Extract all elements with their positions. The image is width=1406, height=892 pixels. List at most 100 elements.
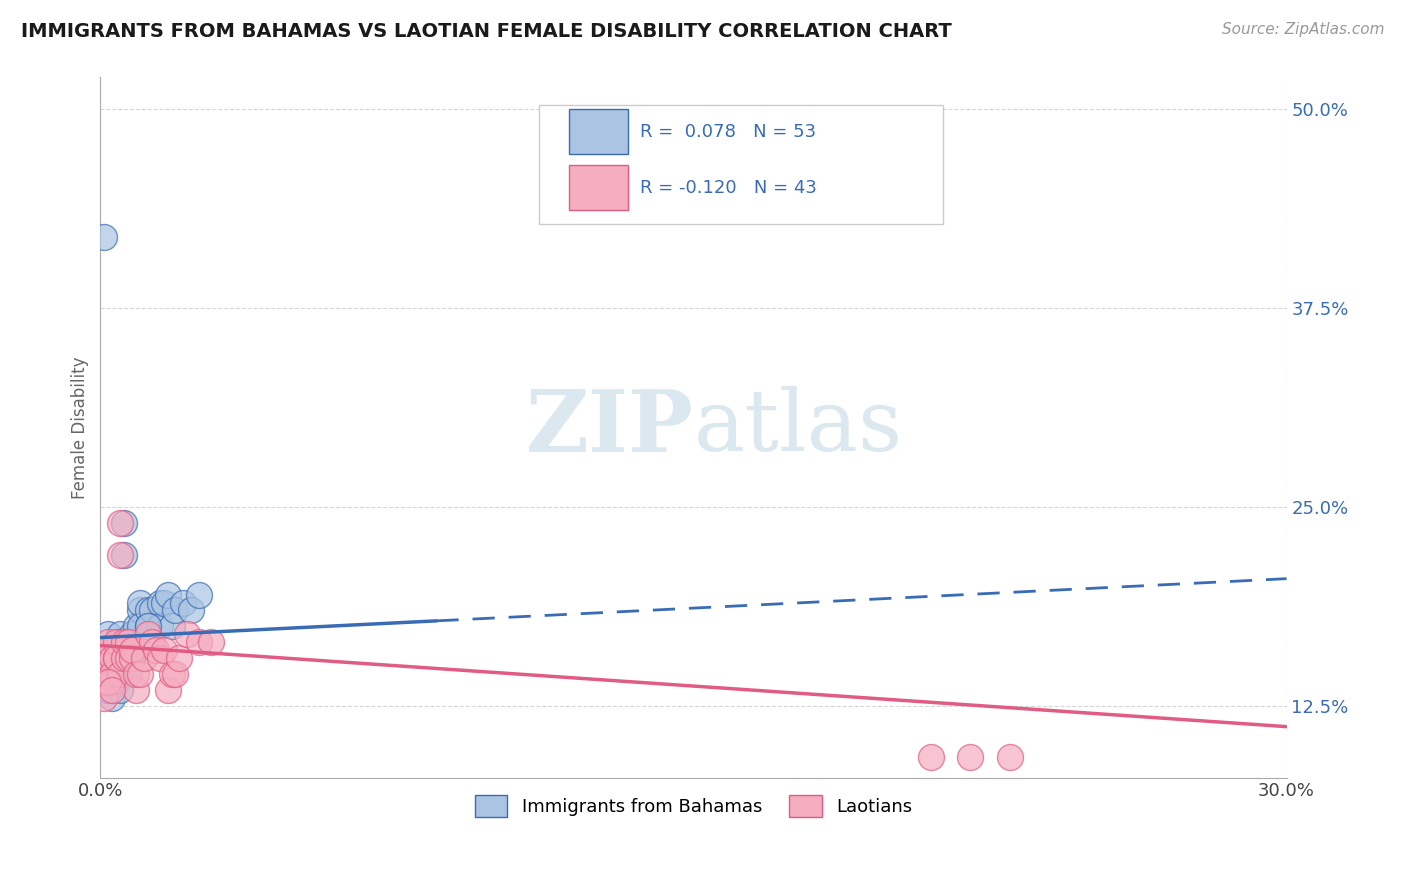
- Point: [108, 548, 131, 562]
- Text: R =  0.078   N = 53: R = 0.078 N = 53: [640, 123, 817, 141]
- Point: [112, 651, 135, 665]
- FancyBboxPatch shape: [569, 165, 628, 211]
- Point: [136, 603, 159, 617]
- Point: [101, 667, 124, 681]
- Point: [176, 627, 198, 641]
- Point: [97, 675, 120, 690]
- Point: [105, 675, 128, 690]
- Point: [101, 691, 124, 706]
- Point: [101, 683, 124, 698]
- Point: [125, 619, 148, 633]
- Point: [121, 651, 143, 665]
- Point: [105, 651, 128, 665]
- Point: [180, 603, 202, 617]
- Text: IMMIGRANTS FROM BAHAMAS VS LAOTIAN FEMALE DISABILITY CORRELATION CHART: IMMIGRANTS FROM BAHAMAS VS LAOTIAN FEMAL…: [21, 22, 952, 41]
- Point: [156, 683, 179, 698]
- Point: [93, 675, 115, 690]
- Point: [132, 651, 155, 665]
- Point: [117, 651, 139, 665]
- Text: atlas: atlas: [693, 386, 903, 469]
- Point: [105, 635, 128, 649]
- Point: [97, 683, 120, 698]
- Point: [136, 627, 159, 641]
- Point: [97, 651, 120, 665]
- Point: [136, 619, 159, 633]
- Point: [101, 659, 124, 673]
- Point: [165, 603, 187, 617]
- Point: [105, 643, 128, 657]
- Point: [108, 667, 131, 681]
- Point: [141, 603, 163, 617]
- FancyBboxPatch shape: [540, 105, 942, 225]
- Point: [101, 675, 124, 690]
- Point: [149, 651, 172, 665]
- Point: [121, 635, 143, 649]
- Point: [97, 627, 120, 641]
- Point: [117, 635, 139, 649]
- Point: [125, 683, 148, 698]
- Point: [121, 643, 143, 657]
- Point: [128, 595, 150, 609]
- Point: [101, 667, 124, 681]
- Point: [105, 651, 128, 665]
- Point: [97, 675, 120, 690]
- Point: [93, 675, 115, 690]
- Point: [97, 643, 120, 657]
- Text: ZIP: ZIP: [526, 385, 693, 469]
- Point: [108, 683, 131, 698]
- Text: Source: ZipAtlas.com: Source: ZipAtlas.com: [1222, 22, 1385, 37]
- Point: [105, 651, 128, 665]
- Point: [149, 619, 172, 633]
- Point: [128, 603, 150, 617]
- Point: [97, 659, 120, 673]
- Point: [145, 643, 167, 657]
- Point: [128, 667, 150, 681]
- Y-axis label: Female Disability: Female Disability: [72, 356, 89, 499]
- Point: [121, 651, 143, 665]
- Point: [101, 675, 124, 690]
- Text: R = -0.120   N = 43: R = -0.120 N = 43: [640, 178, 817, 197]
- Point: [152, 595, 174, 609]
- Point: [188, 588, 211, 602]
- Point: [112, 635, 135, 649]
- Point: [920, 750, 942, 764]
- Point: [149, 595, 172, 609]
- Point: [108, 651, 131, 665]
- FancyBboxPatch shape: [569, 109, 628, 154]
- Point: [108, 635, 131, 649]
- Point: [188, 635, 211, 649]
- Point: [93, 667, 115, 681]
- Point: [160, 667, 183, 681]
- Point: [998, 750, 1021, 764]
- Point: [105, 651, 128, 665]
- Point: [108, 667, 131, 681]
- Point: [97, 643, 120, 657]
- Point: [121, 627, 143, 641]
- Point: [125, 635, 148, 649]
- Point: [108, 516, 131, 530]
- Point: [959, 750, 981, 764]
- Point: [156, 588, 179, 602]
- Point: [97, 635, 120, 649]
- Point: [136, 619, 159, 633]
- Point: [141, 635, 163, 649]
- Point: [172, 595, 194, 609]
- Point: [121, 651, 143, 665]
- Point: [169, 651, 191, 665]
- Point: [117, 635, 139, 649]
- Legend: Immigrants from Bahamas, Laotians: Immigrants from Bahamas, Laotians: [468, 788, 920, 824]
- Point: [97, 667, 120, 681]
- Point: [200, 635, 222, 649]
- Point: [93, 691, 115, 706]
- Point: [117, 667, 139, 681]
- Point: [152, 643, 174, 657]
- Point: [112, 651, 135, 665]
- Point: [93, 229, 115, 244]
- Point: [160, 619, 183, 633]
- Point: [101, 651, 124, 665]
- Point: [165, 667, 187, 681]
- Point: [93, 651, 115, 665]
- Point: [112, 548, 135, 562]
- Point: [128, 619, 150, 633]
- Point: [108, 627, 131, 641]
